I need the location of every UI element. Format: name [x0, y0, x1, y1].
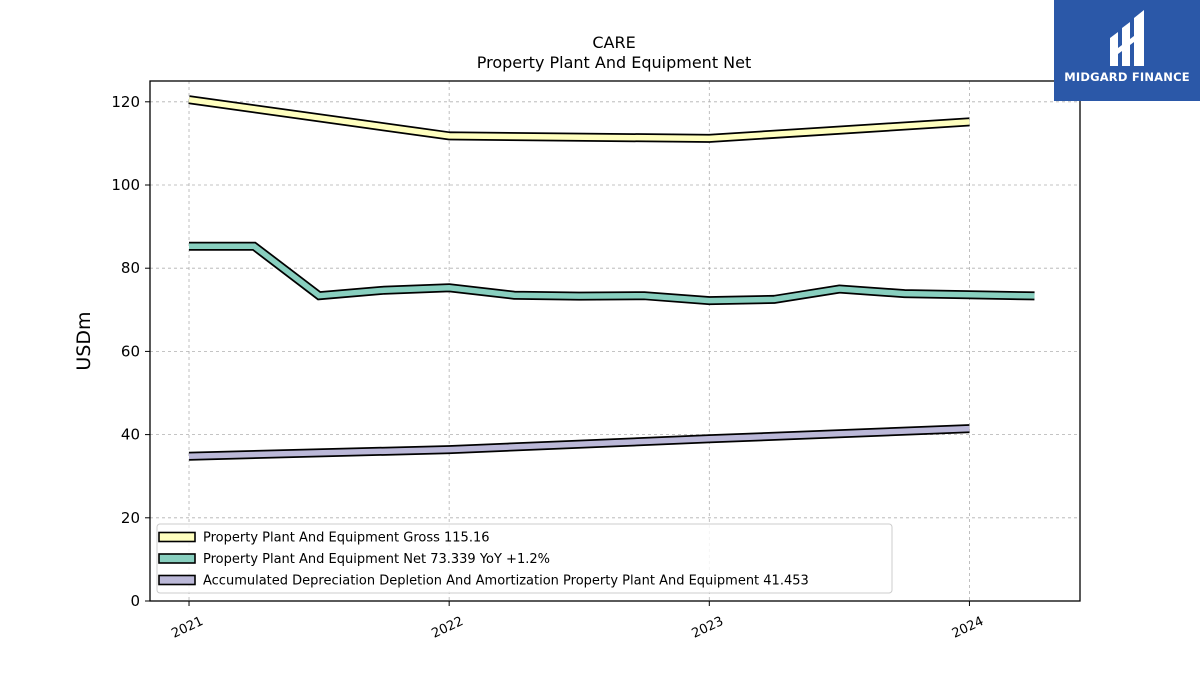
brand-logo-mark — [1110, 10, 1144, 66]
series-layer — [188, 95, 1035, 461]
y-tick-label: 0 — [130, 592, 140, 610]
series-line — [189, 243, 1035, 304]
brand-logo-text: MIDGARD FINANCE — [1064, 70, 1190, 84]
y-tick-label: 40 — [121, 426, 140, 444]
legend: Property Plant And Equipment Gross 115.1… — [156, 523, 893, 594]
plot-frame — [149, 80, 1081, 602]
legend-label: Property Plant And Equipment Gross 115.1… — [203, 531, 490, 546]
brand-logo: MIDGARD FINANCE — [1054, 0, 1200, 101]
x-tick-label: 2022 — [430, 614, 466, 642]
series-line — [188, 425, 970, 459]
chart-title: CARE — [592, 33, 635, 52]
y-tick-label: 20 — [121, 509, 140, 527]
y-tick-label: 80 — [121, 259, 140, 277]
y-axis-label: USDm — [73, 311, 95, 370]
x-tick-label: 2024 — [950, 614, 986, 642]
legend-swatch — [158, 553, 196, 564]
grid — [150, 81, 1080, 602]
legend-box — [156, 523, 893, 594]
x-tick-label: 2021 — [169, 614, 205, 642]
chart-subtitle: Property Plant And Equipment Net — [477, 53, 752, 72]
legend-label: Property Plant And Equipment Net 73.339 … — [203, 552, 550, 567]
series-line-outline — [188, 95, 970, 143]
legend-swatch — [158, 531, 196, 543]
legend-label: Accumulated Depreciation Depletion And A… — [203, 574, 809, 589]
y-tick-label: 100 — [111, 176, 140, 194]
y-tick-label: 120 — [111, 93, 140, 111]
legend-swatch — [158, 574, 196, 586]
y-tick-label: 60 — [121, 342, 140, 360]
x-tick-label: 2023 — [690, 614, 726, 642]
series-line — [188, 96, 970, 142]
